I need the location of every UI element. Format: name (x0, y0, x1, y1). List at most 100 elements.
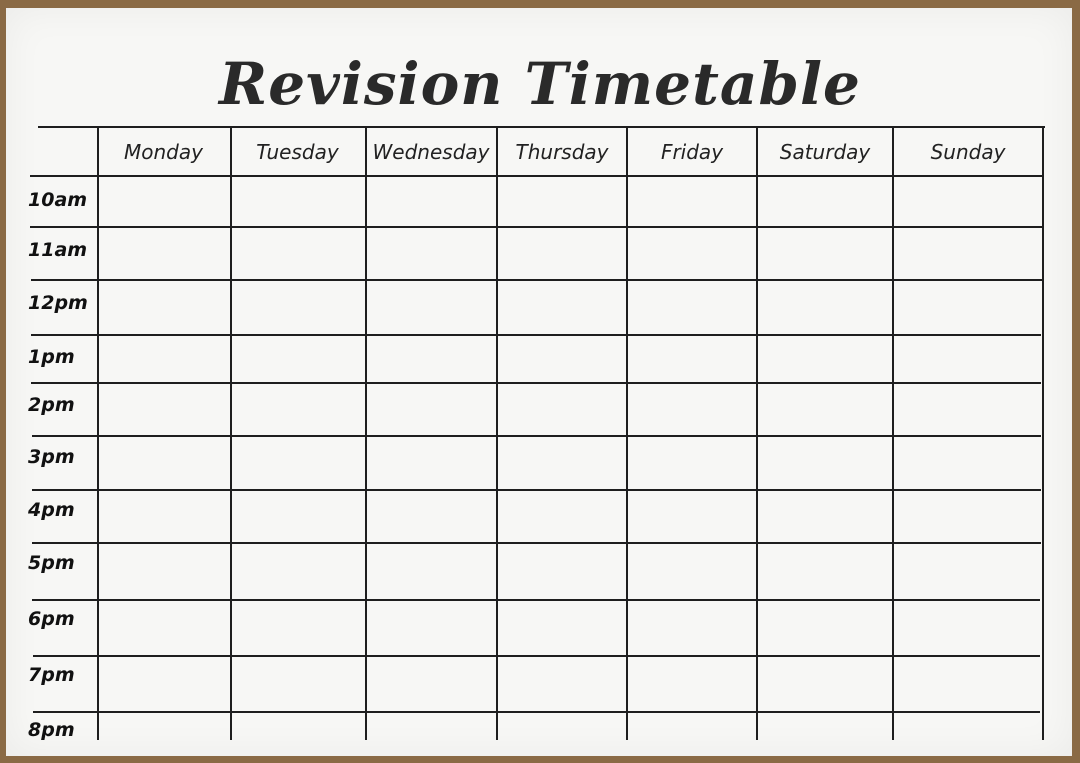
grid-line (30, 225, 1042, 228)
timetable-cell[interactable] (97, 380, 230, 432)
timetable-cell[interactable] (893, 278, 1043, 332)
timetable-cell[interactable] (893, 432, 1043, 485)
timetable-cell[interactable] (497, 380, 627, 432)
timetable-cell[interactable] (97, 705, 230, 740)
timetable-cell[interactable] (97, 278, 230, 332)
timetable-cell[interactable] (97, 650, 230, 705)
grid-line (32, 655, 1041, 658)
timetable-cell[interactable] (365, 380, 497, 432)
grid-line (1041, 128, 1044, 740)
timetable-cell[interactable] (893, 538, 1043, 594)
timetable-cell[interactable] (497, 485, 627, 538)
timetable-cell[interactable] (893, 332, 1043, 380)
timetable-cell[interactable] (893, 650, 1043, 705)
timetable-cell[interactable] (893, 380, 1043, 432)
grid-line (756, 128, 758, 740)
timetable-cell[interactable] (627, 650, 757, 705)
timetable-cell[interactable] (893, 225, 1043, 278)
timetable-cell[interactable] (230, 594, 365, 650)
grid-line (32, 598, 1041, 601)
paper-sheet (6, 8, 1072, 756)
timetable-cell[interactable] (497, 432, 627, 485)
timetable-cell[interactable] (230, 225, 365, 278)
timetable-cell[interactable] (97, 538, 230, 594)
timetable-cell[interactable] (230, 332, 365, 380)
timetable-cell[interactable] (230, 485, 365, 538)
grid-line (31, 382, 1042, 385)
grid-line (31, 488, 1041, 491)
timetable-cell[interactable] (230, 278, 365, 332)
timetable-cell[interactable] (757, 432, 893, 485)
timetable-cell[interactable] (230, 650, 365, 705)
timetable-cell[interactable] (893, 485, 1043, 538)
timetable-cell[interactable] (627, 705, 757, 740)
timetable-cell[interactable] (365, 705, 497, 740)
timetable-cell[interactable] (365, 485, 497, 538)
timetable-cell[interactable] (757, 278, 893, 332)
timetable-cell[interactable] (365, 225, 497, 278)
timetable-cell[interactable] (627, 278, 757, 332)
timetable-cell[interactable] (627, 380, 757, 432)
timetable-cell[interactable] (230, 175, 365, 225)
timetable-cell[interactable] (497, 175, 627, 225)
timetable-cell[interactable] (365, 432, 497, 485)
day-header: Friday (660, 140, 724, 164)
timetable-cell[interactable] (97, 225, 230, 278)
timetable-cell[interactable] (97, 175, 230, 225)
timetable-cell[interactable] (627, 594, 757, 650)
timetable-cell[interactable] (893, 175, 1043, 225)
time-label: 2pm (28, 394, 75, 416)
timetable-cell[interactable] (365, 332, 497, 380)
timetable-cell[interactable] (627, 432, 757, 485)
day-header: Saturday (779, 140, 871, 164)
timetable-cell[interactable] (757, 332, 893, 380)
timetable-cell[interactable] (497, 332, 627, 380)
timetable-cell[interactable] (627, 332, 757, 380)
timetable-cell[interactable] (230, 538, 365, 594)
timetable-cell[interactable] (365, 278, 497, 332)
grid-line (891, 128, 894, 740)
time-label: 6pm (28, 608, 75, 630)
timetable-cell[interactable] (497, 225, 627, 278)
timetable-cell[interactable] (757, 594, 893, 650)
page-title: Revision Timetable (219, 50, 861, 118)
timetable-cell[interactable] (97, 485, 230, 538)
grid-line (229, 128, 232, 740)
timetable-cell[interactable] (757, 175, 893, 225)
timetable-cell[interactable] (497, 594, 627, 650)
timetable-cell[interactable] (365, 594, 497, 650)
timetable-cell[interactable] (97, 332, 230, 380)
timetable-cell[interactable] (497, 705, 627, 740)
timetable-cell[interactable] (627, 225, 757, 278)
grid-line (626, 128, 629, 740)
timetable-cell[interactable] (757, 650, 893, 705)
timetable-cell[interactable] (230, 432, 365, 485)
timetable-cell[interactable] (365, 650, 497, 705)
timetable-cell[interactable] (757, 538, 893, 594)
grid-line (33, 711, 1040, 713)
timetable-cell[interactable] (627, 538, 757, 594)
timetable-cell[interactable] (365, 538, 497, 594)
timetable-cell[interactable] (497, 278, 627, 332)
timetable-cell[interactable] (97, 594, 230, 650)
timetable-cell[interactable] (893, 594, 1043, 650)
timetable-cell[interactable] (757, 485, 893, 538)
grid-line (31, 435, 1041, 437)
timetable-cell[interactable] (365, 175, 497, 225)
time-label: 3pm (28, 446, 75, 468)
day-header: Sunday (930, 140, 1006, 164)
timetable-cell[interactable] (230, 705, 365, 740)
time-label: 7pm (28, 664, 75, 686)
timetable-cell[interactable] (627, 175, 757, 225)
timetable-cell[interactable] (757, 705, 893, 740)
timetable-cell[interactable] (757, 225, 893, 278)
timetable-cell[interactable] (627, 485, 757, 538)
timetable-cell[interactable] (893, 705, 1043, 740)
timetable-cell[interactable] (97, 432, 230, 485)
grid-line (496, 128, 499, 740)
timetable-cell[interactable] (230, 380, 365, 432)
timetable-cell[interactable] (757, 380, 893, 432)
timetable-cell[interactable] (497, 650, 627, 705)
timetable-cell[interactable] (497, 538, 627, 594)
grid-line (364, 128, 367, 740)
